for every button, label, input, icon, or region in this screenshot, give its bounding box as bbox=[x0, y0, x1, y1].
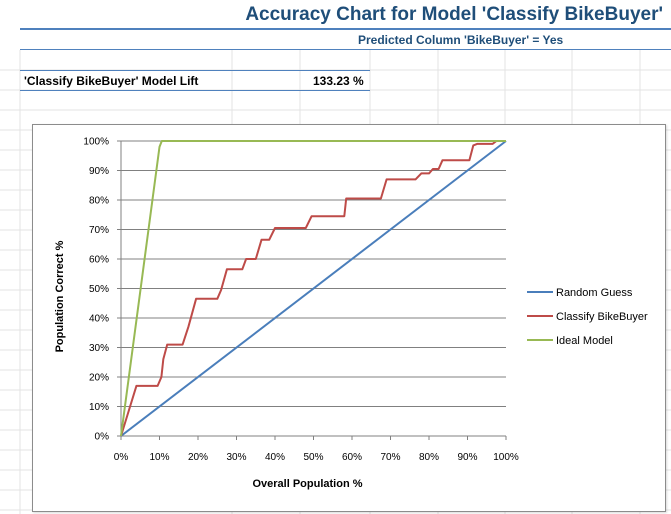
subtitle-underline bbox=[20, 49, 671, 50]
y-tick-label: 80% bbox=[89, 196, 109, 207]
title-underline bbox=[20, 28, 671, 30]
x-axis-title: Overall Population % bbox=[252, 478, 362, 490]
series-line-classify-bikebuyer bbox=[120, 140, 506, 437]
y-tick-label: 70% bbox=[89, 225, 109, 236]
y-tick-label: 20% bbox=[89, 373, 109, 384]
x-tick-label: 70% bbox=[380, 452, 400, 463]
x-tick-label: 60% bbox=[342, 452, 362, 463]
model-lift-value[interactable]: 133.23 % bbox=[313, 74, 364, 88]
x-tick-label: 0% bbox=[114, 452, 129, 463]
legend-label-ideal-model: Ideal Model bbox=[556, 335, 613, 347]
y-tick-label: 10% bbox=[89, 402, 109, 413]
chart-subtitle: Predicted Column 'BikeBuyer' = Yes bbox=[358, 33, 564, 47]
x-tick-label: 90% bbox=[457, 452, 477, 463]
x-tick-label: 40% bbox=[265, 452, 285, 463]
lift-top-rule bbox=[20, 70, 370, 71]
model-lift-label[interactable]: 'Classify BikeBuyer' Model Lift bbox=[24, 74, 199, 88]
y-tick-label: 100% bbox=[83, 137, 109, 148]
y-tick-label: 50% bbox=[89, 284, 109, 295]
lift-bottom-rule bbox=[20, 90, 370, 91]
y-tick-label: 30% bbox=[89, 343, 109, 354]
chart-svg: 0% 10% 20% 30% 40% 50% 60% 70% 80% 90% 100% 0% 10% 20… bbox=[54, 137, 648, 491]
series-line-random-guess bbox=[120, 140, 507, 437]
y-tick-label: 90% bbox=[89, 166, 109, 177]
x-tick-label: 80% bbox=[419, 452, 439, 463]
chart-title: Accuracy Chart for Model 'Classify BikeB… bbox=[245, 4, 663, 25]
legend-label-classify-bikebuyer: Classify BikeBuyer bbox=[556, 311, 648, 323]
series-line-ideal-model bbox=[120, 140, 506, 437]
legend-label-random-guess: Random Guess bbox=[556, 287, 633, 299]
accuracy-chart[interactable]: 0% 10% 20% 30% 40% 50% 60% 70% 80% 90% 100% 0% 10% 20… bbox=[32, 124, 666, 512]
y-tick-label: 40% bbox=[89, 314, 109, 325]
x-tick-label: 10% bbox=[149, 452, 169, 463]
x-tick-label: 100% bbox=[493, 452, 519, 463]
x-tick-label: 20% bbox=[188, 452, 208, 463]
x-tick-label: 30% bbox=[226, 452, 246, 463]
y-axis-title: Population Correct % bbox=[54, 240, 66, 352]
y-tick-label: 0% bbox=[95, 432, 110, 443]
x-tick-label: 50% bbox=[303, 452, 323, 463]
y-tick-label: 60% bbox=[89, 255, 109, 266]
